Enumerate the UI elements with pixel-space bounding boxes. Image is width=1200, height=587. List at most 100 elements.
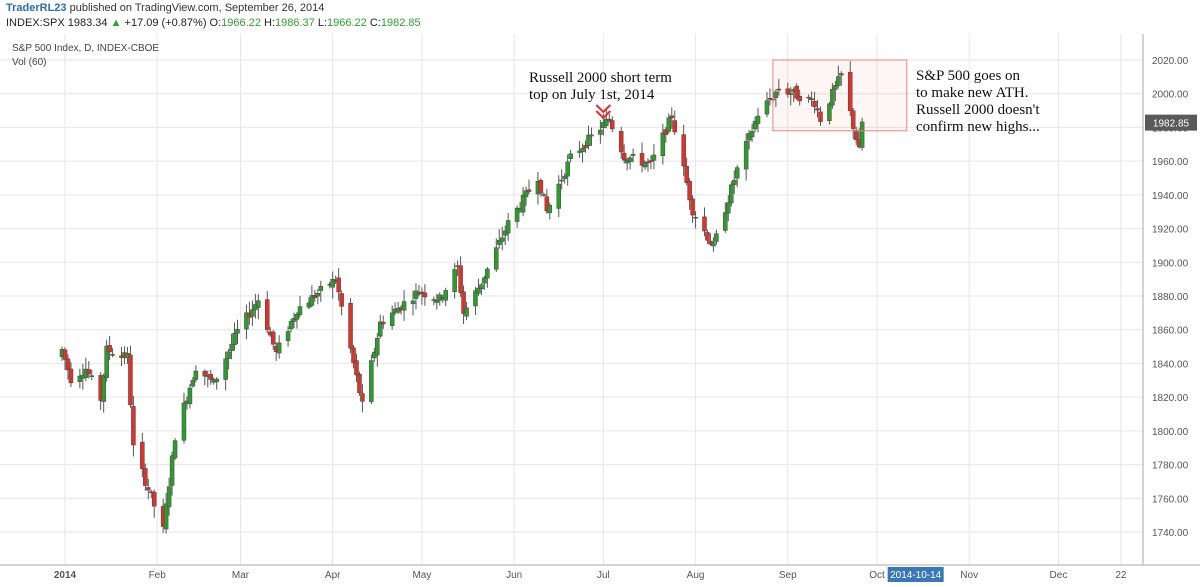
annotation-line: top on July 1st, 2014	[529, 87, 655, 103]
candle-body	[693, 216, 698, 219]
current-price-label: 1982.85	[1153, 119, 1190, 130]
candle-body	[690, 198, 695, 216]
candle-body	[187, 387, 193, 405]
candlestick-chart[interactable]: 1740.00 1760.00 1780.00 1800.00 1820.00 1840.…	[0, 33, 1200, 587]
candle-body	[461, 291, 466, 314]
candle-body	[797, 95, 802, 102]
candle-body	[464, 307, 469, 317]
x-tick-label: Dec	[1050, 570, 1068, 581]
volume-legend: Vol (60)	[12, 57, 47, 68]
candle-body	[107, 345, 112, 353]
double-chevron-down-icon	[595, 104, 612, 114]
candle-body	[229, 344, 234, 351]
candle-body	[660, 132, 666, 156]
candle-body	[723, 212, 728, 231]
candle-body	[172, 440, 178, 459]
candle-body	[151, 491, 157, 507]
candle-body	[755, 115, 761, 124]
candle-body	[276, 342, 282, 354]
x-tick-label: Nov	[960, 570, 978, 581]
close-label: C:	[369, 17, 381, 29]
candle-body	[526, 189, 532, 192]
candle-body	[291, 318, 297, 322]
candle-body	[458, 265, 463, 293]
candle-body	[473, 290, 478, 307]
symbol-label: INDEX:SPX	[6, 17, 65, 29]
x-tick-label: 2014	[54, 570, 77, 581]
candle-body	[836, 76, 841, 86]
x-tick-label: Feb	[149, 570, 167, 581]
candle-body	[598, 129, 603, 135]
candle-body	[202, 370, 208, 377]
candle-body	[586, 134, 591, 146]
candle-body	[351, 347, 356, 363]
candle-body	[731, 179, 737, 185]
double-chevron-down-icon	[595, 110, 612, 120]
candle-body	[140, 441, 145, 470]
candle-body	[101, 375, 106, 402]
candle-body	[752, 120, 758, 130]
candle-body	[809, 98, 814, 100]
candle-body	[482, 277, 487, 284]
candle-body	[128, 354, 133, 406]
candle-body	[556, 183, 561, 209]
last-price: 1983.34	[67, 17, 108, 29]
candle-body	[485, 268, 490, 279]
x-tick-label: Mar	[232, 570, 250, 581]
candle-body	[166, 486, 172, 508]
candle-body	[776, 88, 782, 91]
candle-body	[401, 301, 407, 311]
candle-body	[505, 220, 511, 234]
candle-body	[562, 175, 567, 179]
candle-body	[104, 345, 109, 378]
candle-body	[223, 358, 228, 380]
candle-body	[270, 331, 276, 345]
candle-body	[360, 393, 365, 402]
y-tick-label: 1800.00	[1152, 427, 1189, 438]
candle-body	[645, 161, 651, 164]
candle-body	[497, 239, 502, 245]
candle-body	[702, 216, 707, 232]
candle-body	[354, 360, 359, 376]
candle-body	[499, 237, 505, 242]
y-tick-label: 1740.00	[1152, 528, 1189, 539]
candle-body	[297, 306, 303, 315]
y-tick-label: 1960.00	[1152, 157, 1189, 168]
x-tick-label: Apr	[325, 570, 341, 581]
candle-body	[312, 295, 318, 298]
x-tick-label: Jun	[506, 570, 522, 581]
candle-body	[630, 154, 636, 156]
candle-body	[110, 354, 115, 356]
candle-body	[538, 179, 544, 194]
price-change: +17.09 (+0.87%)	[124, 17, 207, 29]
candle-body	[479, 284, 484, 289]
y-tick-label: 1880.00	[1152, 292, 1189, 303]
y-tick-label: 1780.00	[1152, 461, 1189, 472]
candle-body	[285, 331, 291, 341]
publisher-line: TraderRL23 published on TradingView.com,…	[6, 2, 324, 14]
annotation-line: Russell 2000 short term	[529, 70, 672, 86]
candle-body	[827, 103, 832, 122]
candle-body	[853, 130, 859, 141]
x-tick-label: 22	[1115, 570, 1127, 581]
low-value: 1966.22	[327, 17, 367, 29]
candle-body	[131, 406, 136, 446]
x-tick-label: Oct	[869, 570, 885, 581]
open-label: O:	[209, 17, 222, 29]
publisher-username[interactable]: TraderRL23	[6, 2, 67, 14]
candle-body	[226, 351, 231, 359]
candle-body	[604, 118, 609, 126]
candle-body	[734, 167, 740, 179]
candle-body	[672, 120, 677, 133]
candle-body	[610, 120, 615, 130]
candle-body	[705, 232, 710, 241]
x-tick-label: May	[412, 570, 431, 581]
candle-body	[806, 96, 811, 99]
candle-body	[523, 190, 529, 198]
publish-info: published on TradingView.com, September …	[69, 2, 325, 14]
candle-body	[443, 290, 448, 301]
candle-body	[381, 321, 386, 325]
candle-body	[681, 134, 686, 167]
candle-body	[729, 184, 734, 204]
candle-body	[68, 368, 74, 384]
